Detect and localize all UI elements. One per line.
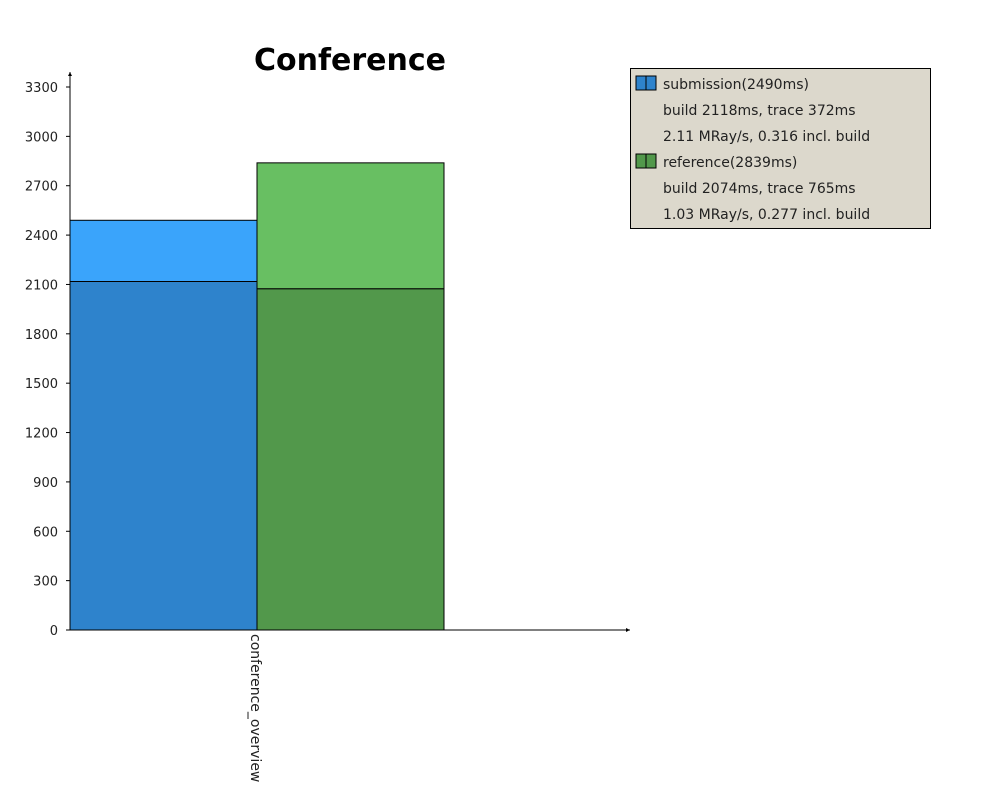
y-tick-label: 1800 xyxy=(25,328,58,343)
legend: submission(2490ms) build 2118ms, trace 37… xyxy=(630,68,931,229)
category-label: conference_overview xyxy=(247,634,263,782)
bar-build-segment xyxy=(256,288,445,631)
legend-swatch xyxy=(635,75,657,91)
bar-trace-segment xyxy=(256,162,445,290)
x-axis-arrow xyxy=(626,628,630,632)
y-tick-label: 300 xyxy=(33,575,58,590)
y-axis-ticks: 0 300 600 900 1200 1500 1800 2100 2400 2700 3000 33… xyxy=(25,81,70,639)
bar-trace-segment xyxy=(69,219,258,282)
legend-detail-line: 2.11 MRay/s, 0.316 incl. build xyxy=(663,129,870,145)
axes xyxy=(68,72,630,632)
y-tick-label: 2700 xyxy=(25,180,58,195)
legend-swatch-trace xyxy=(645,75,657,91)
chart-title: Conference xyxy=(254,43,446,78)
y-tick-label: 2400 xyxy=(25,229,58,244)
legend-swatch-trace xyxy=(645,153,657,169)
y-tick-label: 600 xyxy=(33,525,58,540)
legend-swatch xyxy=(635,153,657,169)
y-tick-label: 3300 xyxy=(25,81,58,96)
bar-build-segment xyxy=(69,280,258,631)
y-tick-label: 900 xyxy=(33,476,58,491)
bars xyxy=(69,162,445,631)
y-tick-label: 1200 xyxy=(25,427,58,442)
legend-detail-line: build 2118ms, trace 372ms xyxy=(663,103,856,119)
y-tick-label: 3000 xyxy=(25,130,58,145)
y-tick-label: 0 xyxy=(50,624,58,639)
y-tick-label: 2100 xyxy=(25,278,58,293)
legend-series-name: reference(2839ms) xyxy=(663,155,797,171)
y-tick-label: 1500 xyxy=(25,377,58,392)
y-axis-arrow xyxy=(68,72,72,76)
category-labels: conference_overview xyxy=(247,634,263,782)
legend-series-name: submission(2490ms) xyxy=(663,77,809,93)
legend-detail-line: 1.03 MRay/s, 0.277 incl. build xyxy=(663,207,870,223)
legend-detail-line: build 2074ms, trace 765ms xyxy=(663,181,856,197)
legend-box xyxy=(630,68,931,229)
